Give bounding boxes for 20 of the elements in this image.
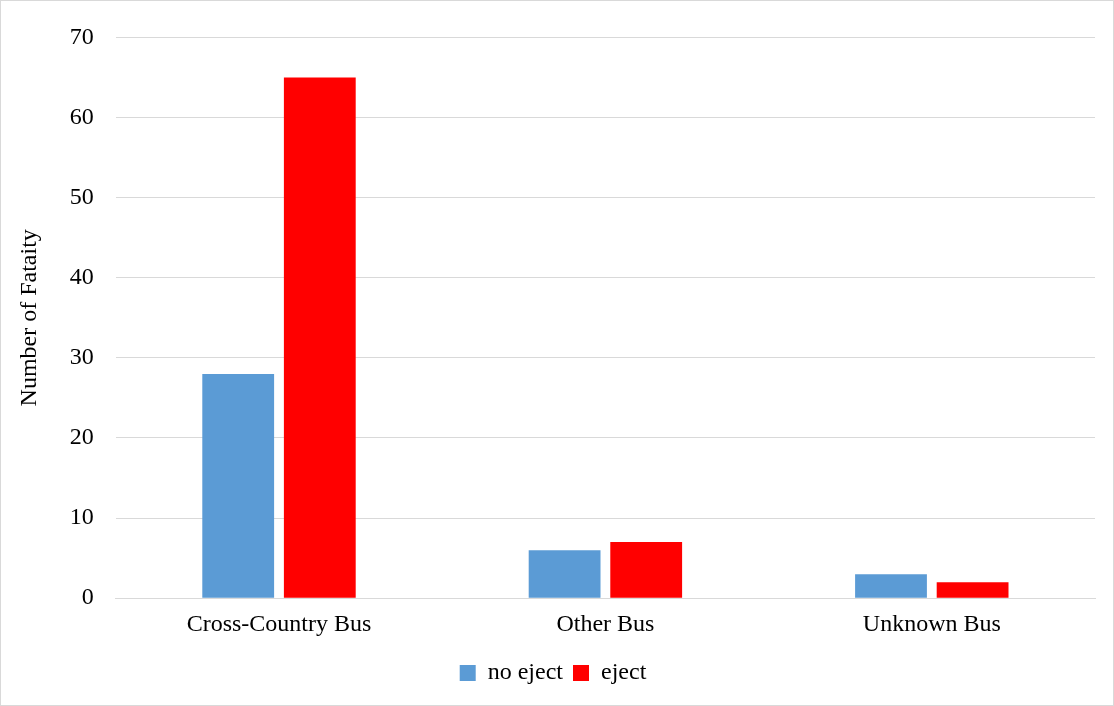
bar	[202, 373, 275, 598]
legend-label: eject	[601, 658, 647, 685]
y-axis-title: Number of Fataity	[14, 229, 41, 407]
y-tick-label: 20	[69, 423, 94, 450]
x-tick-label: Cross-Country Bus	[186, 609, 372, 636]
x-tick-label: Unknown Bus	[862, 609, 1001, 636]
y-tick-label: 30	[69, 343, 94, 370]
y-tick-label: 70	[69, 22, 94, 49]
legend-label: no eject	[487, 658, 564, 685]
y-tick-label: 40	[69, 263, 94, 290]
y-tick-label: 10	[69, 503, 94, 530]
bar	[855, 574, 927, 598]
bar	[283, 77, 356, 598]
bar	[528, 550, 601, 598]
y-tick-label: 50	[69, 182, 94, 209]
y-tick-label: 60	[69, 102, 94, 129]
y-tick-label: 0	[81, 583, 94, 610]
bar	[936, 582, 1009, 598]
bar	[610, 542, 683, 598]
x-tick-label: Other Bus	[556, 609, 655, 636]
